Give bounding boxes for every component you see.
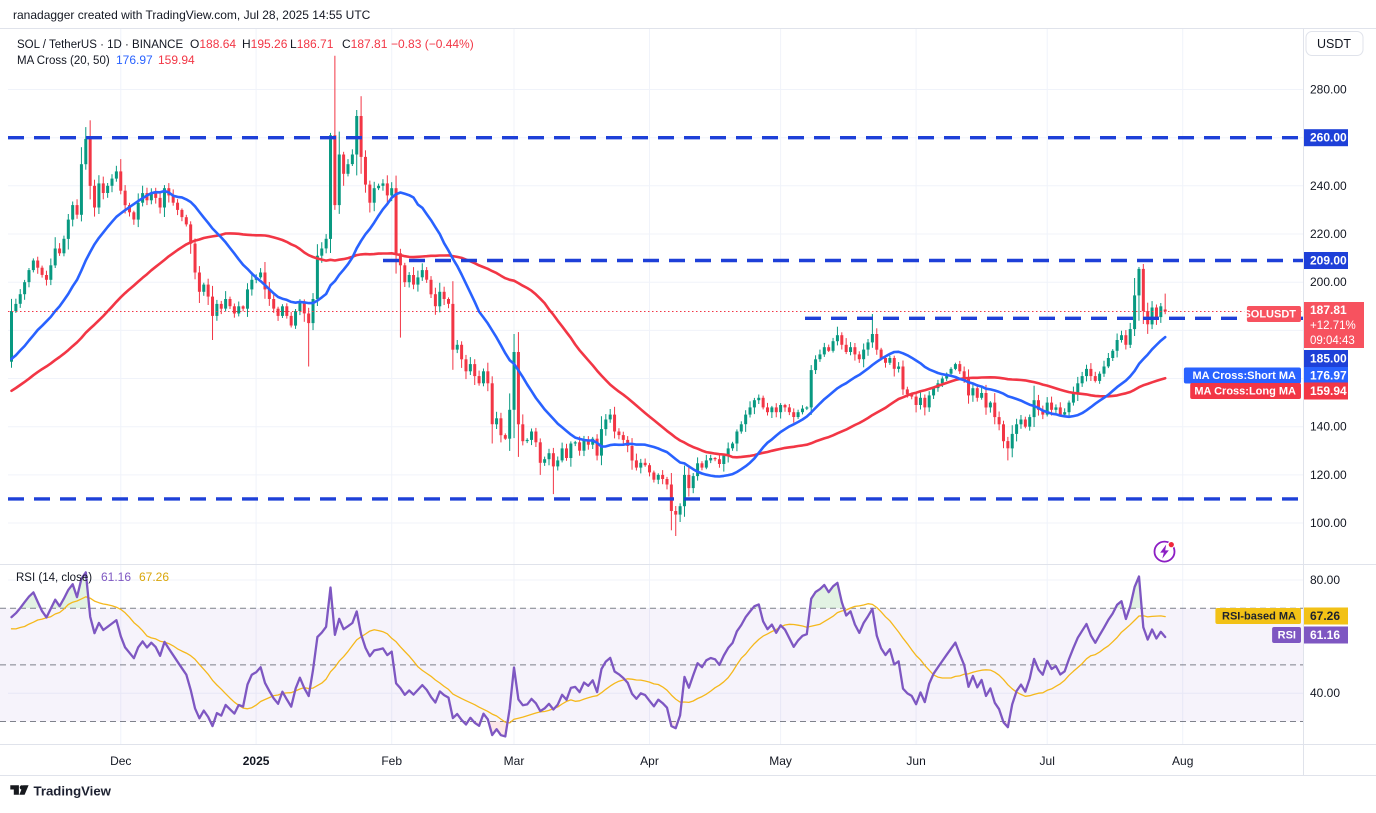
svg-text:159.94: 159.94 — [158, 53, 195, 67]
svg-text:C187.81: C187.81 — [342, 37, 388, 51]
svg-text:MA Cross:Short MA: MA Cross:Short MA — [1193, 370, 1297, 382]
svg-text:SOL / TetherUS · 1D · BINANCE: SOL / TetherUS · 1D · BINANCE — [17, 39, 183, 51]
svg-text:280.00: 280.00 — [1310, 83, 1347, 97]
svg-text:2025: 2025 — [243, 754, 270, 768]
svg-text:SOLUSDT: SOLUSDT — [1243, 309, 1296, 321]
svg-text:Jul: Jul — [1040, 754, 1055, 768]
svg-text:May: May — [769, 754, 792, 768]
svg-text:TradingView: TradingView — [34, 784, 112, 799]
svg-text:140.00: 140.00 — [1310, 420, 1347, 434]
svg-text:220.00: 220.00 — [1310, 227, 1347, 241]
svg-text:61.16: 61.16 — [1310, 628, 1340, 642]
svg-text:40.00: 40.00 — [1310, 686, 1340, 700]
svg-text:Jun: Jun — [906, 754, 925, 768]
svg-text:176.97: 176.97 — [1310, 369, 1347, 383]
svg-text:MA Cross (20, 50): MA Cross (20, 50) — [17, 55, 110, 67]
svg-text:187.81: 187.81 — [1310, 303, 1347, 317]
svg-text:Apr: Apr — [640, 754, 659, 768]
svg-text:Dec: Dec — [110, 754, 131, 768]
svg-text:09:04:43: 09:04:43 — [1310, 335, 1355, 347]
svg-text:H195.26: H195.26 — [242, 37, 288, 51]
svg-text:80.00: 80.00 — [1310, 573, 1340, 587]
svg-text:67.26: 67.26 — [1310, 609, 1340, 623]
svg-text:260.00: 260.00 — [1310, 131, 1347, 145]
svg-text:MA Cross:Long MA: MA Cross:Long MA — [1194, 386, 1296, 398]
svg-text:61.16: 61.16 — [101, 570, 131, 584]
svg-text:+12.71%: +12.71% — [1310, 320, 1356, 332]
svg-text:ranadagger created with Tradin: ranadagger created with TradingView.com,… — [13, 8, 371, 22]
svg-text:Mar: Mar — [504, 754, 525, 768]
svg-text:185.00: 185.00 — [1310, 352, 1347, 366]
svg-text:L186.71: L186.71 — [290, 37, 334, 51]
svg-text:176.97: 176.97 — [116, 53, 153, 67]
svg-text:RSI: RSI — [1278, 630, 1296, 642]
svg-text:RSI-based MA: RSI-based MA — [1222, 611, 1296, 623]
svg-text:240.00: 240.00 — [1310, 179, 1347, 193]
svg-text:200.00: 200.00 — [1310, 275, 1347, 289]
svg-text:209.00: 209.00 — [1310, 254, 1347, 268]
svg-text:159.94: 159.94 — [1310, 384, 1347, 398]
svg-text:Feb: Feb — [381, 754, 402, 768]
svg-text:Aug: Aug — [1172, 754, 1193, 768]
svg-text:O188.64: O188.64 — [190, 37, 236, 51]
svg-text:USDT: USDT — [1317, 37, 1351, 51]
svg-text:120.00: 120.00 — [1310, 468, 1347, 482]
svg-text:−0.83 (−0.44%): −0.83 (−0.44%) — [391, 37, 474, 51]
svg-text:67.26: 67.26 — [139, 570, 169, 584]
svg-text:100.00: 100.00 — [1310, 516, 1347, 530]
svg-text:RSI (14, close): RSI (14, close) — [16, 572, 92, 584]
